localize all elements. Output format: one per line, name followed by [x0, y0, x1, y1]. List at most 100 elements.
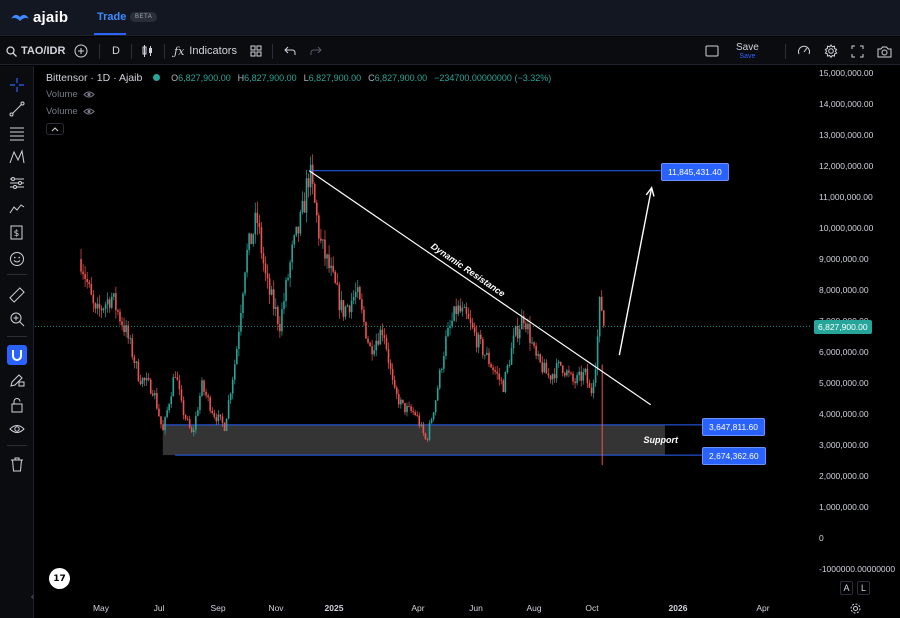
compare-symbol-button[interactable] [74, 37, 88, 65]
candle-body [549, 375, 552, 380]
emoji-tool[interactable] [8, 250, 26, 268]
candle-body [561, 365, 564, 373]
price-tick-label: 9,000,000.00 [819, 254, 869, 264]
settings-button[interactable] [824, 37, 838, 65]
support-bottom-price-label[interactable]: 2,674,362.60 [702, 447, 766, 465]
target-price-label[interactable]: 11,845,431.40 [661, 163, 729, 181]
svg-text:$: $ [14, 229, 20, 239]
candle-body [180, 389, 183, 401]
horizontal-lines-tool[interactable] [8, 124, 26, 142]
candle-body [428, 423, 431, 440]
candle-body [346, 305, 349, 307]
layouts-button[interactable] [250, 37, 262, 65]
candle-body [334, 271, 337, 283]
candle-body [201, 380, 203, 396]
brush-tool[interactable] [8, 200, 26, 218]
candle-body [582, 372, 585, 381]
eye-icon[interactable] [82, 107, 95, 116]
support-top-price-label[interactable]: 3,647,811.60 [702, 418, 765, 436]
support-zone[interactable] [162, 424, 665, 456]
interval-button[interactable]: D [112, 37, 120, 65]
candle-body [315, 202, 318, 216]
candle-body [537, 354, 539, 356]
eye-icon[interactable] [82, 90, 95, 99]
remove-drawings-tool[interactable] [8, 455, 26, 473]
trend-line-tool[interactable] [8, 100, 26, 118]
low-key: L [303, 73, 309, 83]
candle-body [168, 404, 170, 411]
legend-title[interactable]: Bittensor · 1D · Ajaib [46, 72, 143, 84]
candle-body [354, 292, 357, 297]
candle-body [283, 301, 285, 310]
candle-body [244, 272, 246, 294]
candle-body [566, 370, 568, 376]
candle-body [110, 296, 113, 308]
candle-body [326, 254, 328, 259]
expand-icon [851, 45, 864, 57]
redo-button[interactable] [310, 37, 322, 65]
candle-body [285, 279, 287, 302]
fullscreen-button[interactable] [851, 37, 864, 65]
current-price-label: 6,827,900.00 [814, 320, 872, 335]
toolbar-divider [131, 44, 132, 59]
crosshair-tool[interactable] [8, 76, 26, 94]
measure-tool[interactable] [8, 286, 26, 304]
candle-body [217, 414, 220, 422]
candle-body [318, 215, 320, 239]
plus-circle-icon [74, 44, 88, 58]
candle-body [127, 325, 129, 339]
candle-body [151, 393, 154, 396]
candle-body [229, 393, 232, 401]
dynamic-resistance-line[interactable] [308, 170, 652, 406]
volume-study-1[interactable]: Volume [46, 89, 95, 100]
candle-body [600, 296, 603, 311]
market-status-dot [153, 74, 161, 81]
candle-body [195, 415, 197, 430]
fullscreen-layout-button[interactable] [705, 37, 719, 65]
brand-logo[interactable]: ajaib [10, 9, 68, 26]
quick-search-button[interactable] [797, 37, 811, 65]
axis-settings-button[interactable] [850, 601, 861, 618]
screenshot-button[interactable] [877, 37, 892, 65]
nav-trade-tab[interactable]: Trade [97, 11, 127, 23]
collapse-toolbar-icon[interactable]: ‹ [31, 592, 34, 601]
magnet-tool[interactable] [7, 345, 27, 365]
projection-tool[interactable] [8, 174, 26, 192]
candle-body [293, 235, 296, 245]
candle-body [377, 340, 380, 345]
volume-study-2[interactable]: Volume [46, 106, 95, 117]
chart-pane[interactable]: Support Dynamic Resistance [35, 66, 812, 598]
zoom-tool[interactable] [8, 310, 26, 328]
candle-body [389, 362, 392, 369]
candle-body [465, 307, 468, 314]
price-axis[interactable]: 15,000,000.00 14,000,000.00 13,000,000.00 1… [812, 66, 900, 596]
price-tool[interactable]: $ [8, 224, 26, 242]
chart-type-button[interactable] [142, 37, 154, 65]
pattern-tool[interactable] [8, 148, 26, 166]
price-tick-label: 11,000,000.00 [819, 192, 873, 202]
candle-body [447, 327, 449, 337]
candle-body [287, 277, 289, 280]
hide-drawings-tool[interactable] [8, 420, 26, 438]
tradingview-logo-icon[interactable]: 17 [49, 568, 70, 589]
save-button[interactable]: Save Save [736, 37, 759, 65]
auto-scale-button[interactable]: A [840, 581, 853, 595]
price-tick-label: 15,000,000.00 [819, 68, 874, 78]
symbol-search[interactable]: TAO/IDR [6, 37, 65, 65]
candle-body [539, 354, 542, 363]
candle-body [492, 367, 494, 371]
projection-arrow[interactable] [618, 187, 653, 356]
candle-body [580, 371, 583, 381]
time-tick-label: Jun [469, 603, 483, 613]
pencil-lock-icon [10, 374, 25, 387]
log-scale-button[interactable]: L [857, 581, 870, 595]
candle-body [559, 361, 562, 366]
candle-body [342, 300, 345, 317]
lock-tool[interactable] [8, 396, 26, 414]
time-axis[interactable]: May Jul Sep Nov 2025 Apr Jun Aug Oct 2026 Apr [35, 598, 812, 618]
magnet-icon [12, 350, 22, 361]
collapse-legend-button[interactable] [46, 123, 64, 135]
indicators-button[interactable]: ƒx Indicators [174, 37, 237, 65]
undo-button[interactable] [284, 37, 296, 65]
lock-drawing-mode-tool[interactable] [8, 371, 26, 389]
